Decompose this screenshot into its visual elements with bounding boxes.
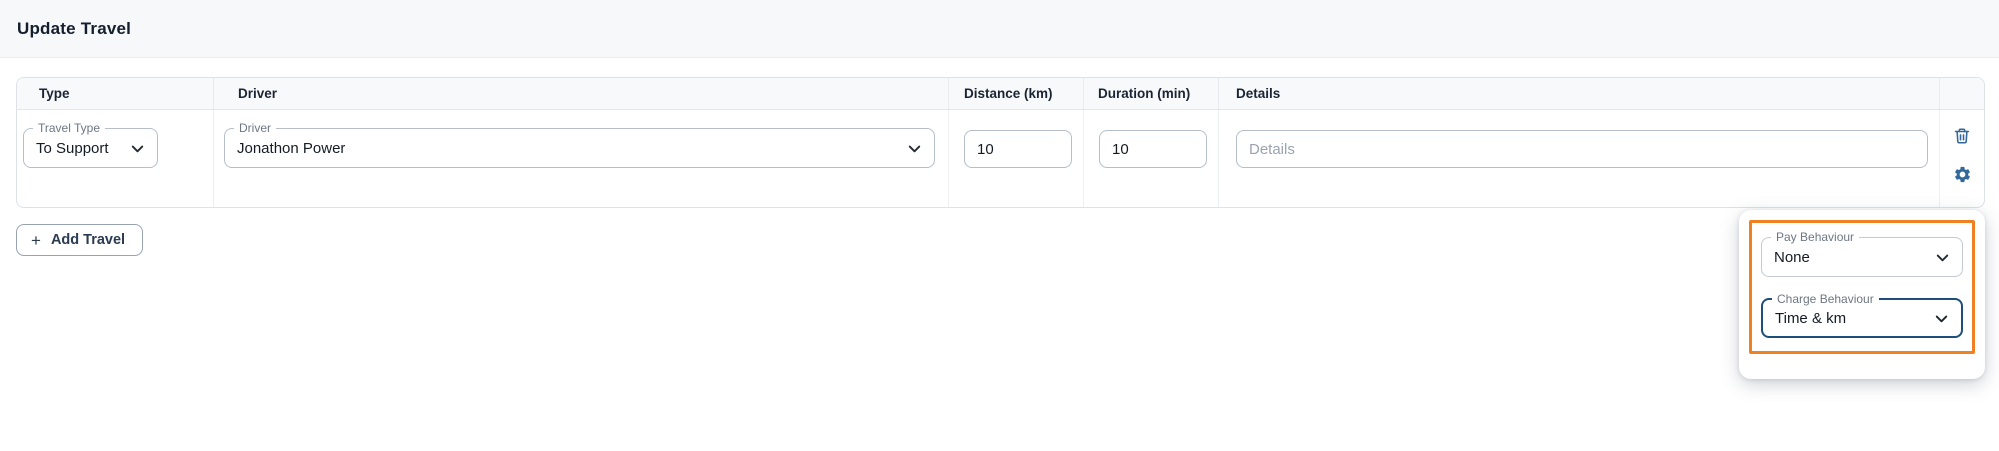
cell-actions — [1940, 110, 1984, 207]
travel-type-select[interactable]: Travel Type To Support — [23, 121, 158, 168]
travel-type-value: To Support — [36, 139, 109, 157]
chevron-down-icon — [1936, 254, 1949, 261]
column-header-type: Type — [17, 78, 214, 109]
column-header-distance: Distance (km) — [949, 78, 1084, 109]
driver-select[interactable]: Driver Jonathon Power — [224, 121, 935, 168]
charge-behaviour-value: Time & km — [1775, 309, 1847, 327]
pay-behaviour-value: None — [1774, 248, 1810, 266]
delete-row-button[interactable] — [1949, 123, 1975, 149]
behaviour-highlight-box: Pay Behaviour None Charge Behaviour Time… — [1749, 220, 1975, 354]
travel-type-label: Travel Type — [33, 121, 106, 135]
duration-input[interactable] — [1099, 130, 1207, 168]
column-header-details: Details — [1219, 78, 1940, 109]
chevron-down-icon — [1935, 315, 1948, 322]
plus-icon: + — [31, 230, 41, 250]
driver-label: Driver — [234, 121, 276, 135]
cell-distance — [949, 110, 1084, 207]
pay-behaviour-select[interactable]: Pay Behaviour None — [1761, 230, 1963, 277]
row-settings-popover: Pay Behaviour None Charge Behaviour Time… — [1739, 210, 1985, 379]
trash-icon — [1954, 128, 1970, 144]
cell-details — [1219, 110, 1940, 207]
driver-value: Jonathon Power — [237, 139, 346, 157]
pay-behaviour-label: Pay Behaviour — [1771, 230, 1860, 244]
column-header-duration: Duration (min) — [1084, 78, 1219, 109]
cell-duration — [1084, 110, 1219, 207]
details-input[interactable] — [1236, 130, 1928, 168]
distance-input[interactable] — [964, 130, 1072, 168]
charge-behaviour-label: Charge Behaviour — [1772, 292, 1879, 306]
travel-table: Type Driver Distance (km) Duration (min)… — [16, 77, 1985, 208]
cell-type: Travel Type To Support — [17, 110, 214, 207]
chevron-down-icon — [908, 145, 921, 152]
charge-behaviour-select[interactable]: Charge Behaviour Time & km — [1761, 292, 1963, 338]
table-header-row: Type Driver Distance (km) Duration (min)… — [17, 78, 1984, 110]
cell-driver: Driver Jonathon Power — [214, 110, 949, 207]
add-travel-button[interactable]: + Add Travel — [16, 224, 144, 256]
column-header-actions — [1940, 78, 1984, 109]
gear-icon — [1954, 166, 1970, 182]
table-row: Travel Type To Support Driver Jonathon P… — [17, 110, 1984, 207]
column-header-driver: Driver — [214, 78, 949, 109]
title-bar: Update Travel — [0, 0, 1999, 58]
page-title: Update Travel — [17, 18, 132, 38]
row-settings-button[interactable] — [1949, 161, 1975, 187]
chevron-down-icon — [131, 145, 144, 152]
add-travel-label: Add Travel — [50, 232, 126, 248]
main-content: Type Driver Distance (km) Duration (min)… — [0, 58, 1999, 450]
